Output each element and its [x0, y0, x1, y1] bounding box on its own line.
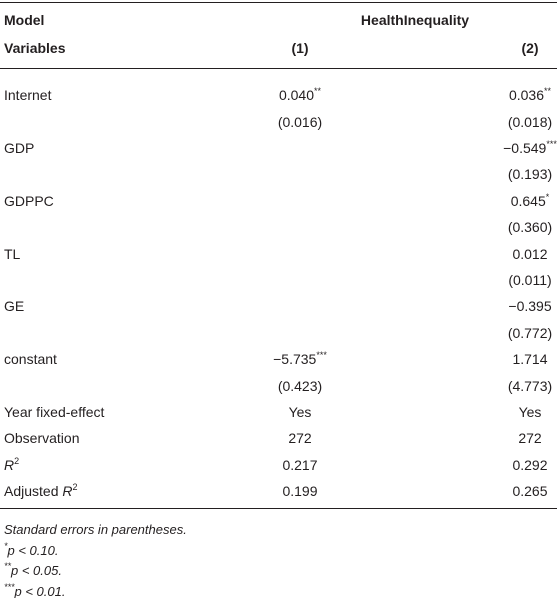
cell: 0.292: [512, 456, 548, 473]
cell: 0.265: [512, 483, 548, 500]
header-cell: (2): [521, 40, 539, 56]
header-cell: Model: [4, 10, 44, 30]
header-cell: Variables: [4, 38, 66, 58]
cell: −0.549***: [495, 138, 557, 158]
text: −0.549: [503, 140, 547, 156]
cell: −0.395: [508, 298, 552, 315]
rule: [0, 2, 557, 3]
cell: (0.018): [507, 113, 553, 130]
superscript: 2: [72, 482, 78, 493]
text: p < 0.01.: [14, 583, 66, 598]
row-label: Year fixed-effect: [4, 404, 105, 420]
text: 0.645: [510, 192, 546, 209]
rule: [0, 508, 557, 509]
footnote: **p < 0.05.: [4, 561, 62, 581]
rule: [0, 68, 557, 69]
cell: 0.036**: [495, 85, 557, 105]
cell: (0.016): [277, 113, 323, 130]
row-label: Internet: [4, 87, 52, 104]
superscript: *: [4, 540, 8, 551]
header-cell: (2): [495, 38, 557, 58]
cell: 0.217: [282, 456, 318, 473]
header-cell: HealthInequality: [265, 10, 557, 30]
cell: (0.011): [508, 272, 552, 288]
cell: 0.040**: [265, 85, 335, 105]
row-label: TL: [4, 245, 21, 262]
footnote: *p < 0.10.: [4, 541, 58, 561]
text: Adjusted: [4, 483, 63, 500]
superscript: **: [544, 86, 552, 97]
cell: −5.735***: [265, 349, 335, 369]
row-label: constant: [4, 351, 57, 368]
header-cell: Variables: [4, 40, 66, 56]
row-label: GDP: [4, 140, 35, 156]
cell: (0.360): [507, 219, 553, 236]
text: p < 0.10.: [7, 542, 59, 558]
superscript: ***: [316, 350, 327, 361]
superscript: ***: [546, 139, 557, 149]
cell: 272: [288, 430, 312, 447]
cell: (0.423): [277, 377, 323, 394]
text: 0.036: [508, 87, 545, 104]
superscript: *: [545, 191, 550, 202]
cell: (0.772): [507, 324, 553, 341]
footnote: Standard errors in parentheses.: [4, 522, 187, 537]
row-label: Adjusted R2: [4, 481, 78, 501]
cell: 272: [518, 430, 542, 447]
superscript: 2: [14, 455, 20, 466]
cell: Yes: [288, 404, 312, 420]
cell: 0.012: [512, 245, 548, 262]
header-cell: HealthInequality: [360, 12, 470, 28]
italic-text: R: [62, 483, 73, 500]
row-label: GDPPC: [4, 192, 54, 209]
cell: 1.714: [512, 351, 548, 368]
cell: Yes: [518, 404, 542, 420]
row-label: R2: [4, 455, 19, 475]
text: −5.735: [273, 351, 317, 368]
superscript: **: [4, 561, 12, 571]
cell: 0.199: [282, 483, 318, 500]
cell: (0.193): [507, 166, 553, 183]
text: p < 0.05.: [11, 563, 62, 578]
header-cell: Model: [4, 12, 45, 28]
cell: (4.773): [507, 377, 553, 394]
superscript: **: [314, 86, 322, 97]
cell: 0.645*: [495, 191, 557, 211]
row-label: Observation: [4, 430, 80, 447]
header-cell: (1): [265, 38, 335, 58]
footnote: ***p < 0.01.: [4, 582, 65, 598]
superscript: ***: [4, 581, 15, 592]
text: 0.040: [278, 87, 315, 104]
header-cell: (1): [291, 40, 309, 56]
italic-text: R: [4, 456, 15, 473]
row-label: GE: [4, 298, 25, 315]
